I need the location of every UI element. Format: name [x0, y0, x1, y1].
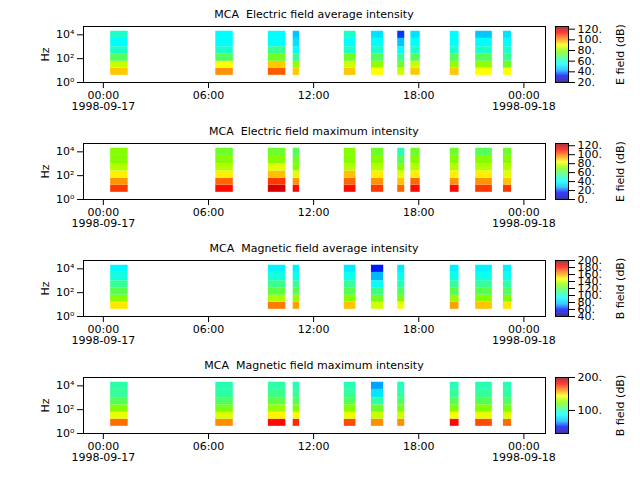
svg-text:12:00: 12:00: [298, 440, 330, 453]
svg-text:20.: 20.: [577, 76, 595, 89]
svg-text:Hz: Hz: [39, 398, 52, 412]
svg-text:18:00: 18:00: [403, 323, 435, 336]
svg-text:40.: 40.: [577, 65, 595, 79]
svg-text:00:001998-09-18: 00:001998-09-18: [492, 440, 556, 464]
svg-text:18:00: 18:00: [403, 440, 435, 453]
html-text:MCA Magnetic field average int: MCA Magnetic field average intensity: [209, 242, 419, 255]
svg-text:140.: 140.: [577, 275, 602, 288]
svg-text:00:001998-09-17: 00:001998-09-17: [71, 89, 135, 113]
svg-text:100.: 100.: [577, 289, 602, 302]
svg-text:12:00: 12:00: [298, 206, 330, 219]
svg-text:10²: 10²: [56, 403, 74, 416]
svg-text:80.: 80.: [577, 296, 595, 309]
svg-text:10⁰: 10⁰: [56, 193, 75, 206]
html-text:MCA Electric field maximum int: MCA Electric field maximum intensity: [209, 125, 419, 138]
svg-text:10⁰: 10⁰: [56, 310, 75, 323]
svg-text:80.: 80.: [577, 157, 595, 171]
svg-text:200.: 200.: [578, 371, 603, 384]
svg-text:0.: 0.: [577, 193, 588, 206]
svg-text:10⁰: 10⁰: [56, 427, 75, 440]
svg-text:00:001998-09-18: 00:001998-09-18: [492, 206, 556, 230]
svg-text:10⁴: 10⁴: [56, 28, 75, 41]
svg-text:60.: 60.: [577, 166, 595, 180]
svg-text:00:001998-09-18: 00:001998-09-18: [492, 89, 556, 113]
svg-text:160.: 160.: [577, 268, 602, 281]
svg-text:10⁰: 10⁰: [56, 76, 75, 89]
svg-text:80.: 80.: [577, 44, 595, 57]
svg-text:10⁴: 10⁴: [56, 262, 75, 275]
svg-text:10²: 10²: [56, 169, 74, 182]
svg-text:18:00: 18:00: [403, 206, 435, 219]
svg-text:00:001998-09-17: 00:001998-09-17: [71, 206, 135, 230]
svg-text:E field (dB): E field (dB): [614, 141, 627, 202]
svg-text:10⁴: 10⁴: [56, 379, 75, 392]
svg-text:40.: 40.: [577, 175, 595, 189]
svg-text:E field (dB): E field (dB): [614, 24, 627, 85]
svg-text:120.: 120.: [578, 23, 603, 36]
svg-text:100.: 100.: [577, 148, 602, 162]
svg-text:Hz: Hz: [39, 47, 52, 61]
svg-text:100.: 100.: [577, 33, 602, 47]
svg-text:10²: 10²: [56, 52, 74, 65]
svg-text:00:001998-09-18: 00:001998-09-18: [492, 323, 556, 347]
svg-text:00:001998-09-17: 00:001998-09-17: [71, 323, 135, 347]
svg-text:12:00: 12:00: [298, 323, 330, 336]
svg-text:120.: 120.: [578, 139, 603, 152]
svg-text:180.: 180.: [577, 261, 602, 274]
svg-text:06:00: 06:00: [193, 440, 225, 453]
svg-text:10⁴: 10⁴: [56, 145, 75, 158]
html-text:MCA Magnetic field maximum int: MCA Magnetic field maximum intensity: [204, 359, 424, 372]
svg-text:18:00: 18:00: [403, 89, 435, 102]
svg-text:60.: 60.: [577, 303, 595, 316]
svg-text:200.: 200.: [578, 254, 603, 267]
svg-text:06:00: 06:00: [193, 323, 225, 336]
svg-text:60.: 60.: [577, 54, 595, 68]
svg-text:B field (dB): B field (dB): [614, 375, 627, 436]
svg-text:Hz: Hz: [39, 164, 52, 178]
svg-text:06:00: 06:00: [193, 89, 225, 102]
svg-text:100.: 100.: [578, 404, 603, 417]
svg-text:40.: 40.: [577, 310, 595, 323]
svg-text:B field (dB): B field (dB): [614, 258, 627, 319]
svg-text:12:00: 12:00: [298, 89, 330, 102]
html-text:MCA Electric field average int: MCA Electric field average intensity: [214, 8, 414, 21]
svg-text:Hz: Hz: [39, 281, 52, 295]
svg-text:06:00: 06:00: [193, 206, 225, 219]
svg-text:20.: 20.: [577, 184, 595, 198]
svg-text:00:001998-09-17: 00:001998-09-17: [71, 440, 135, 464]
svg-text:10²: 10²: [56, 286, 74, 299]
svg-text:120.: 120.: [577, 282, 602, 295]
